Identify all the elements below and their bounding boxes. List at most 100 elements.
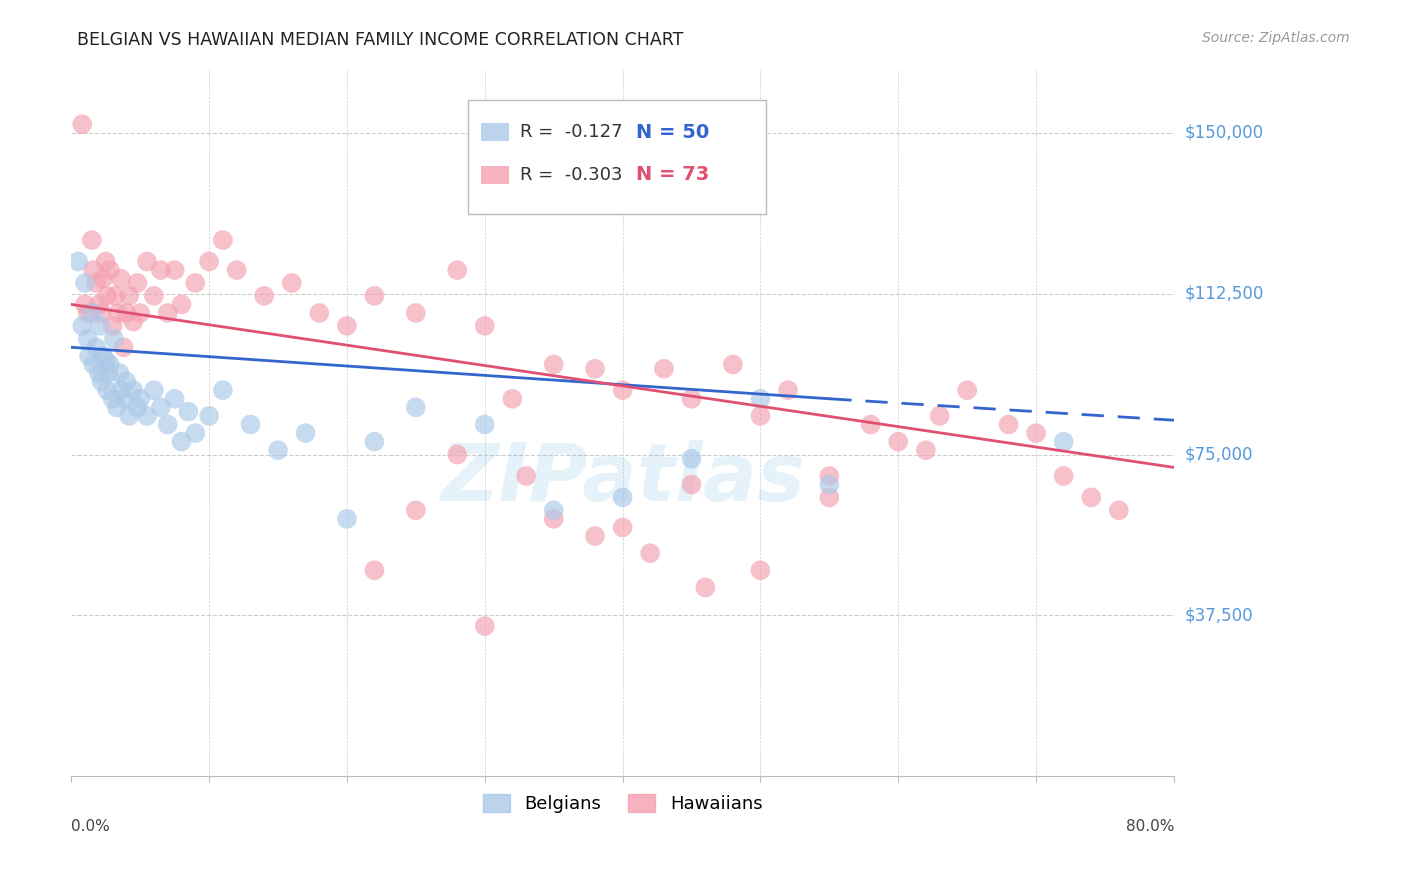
Point [72,117,94,131]
Point [818,477,841,491]
Point [122,383,145,397]
Text: $75,000: $75,000 [1185,445,1254,464]
Point [225,263,247,277]
Point [98,358,121,372]
Point [97,366,120,380]
Point [681,451,703,466]
Point [212,383,235,397]
Point [184,426,207,441]
Point [105,401,128,415]
Point [127,401,149,415]
Point [776,383,799,397]
Point [94,254,117,268]
Text: 0.0%: 0.0% [72,819,110,834]
Point [84,340,107,354]
Point [104,289,127,303]
Point [818,491,841,505]
Text: N = 73: N = 73 [636,165,709,184]
Point [184,276,207,290]
Point [612,520,634,534]
Point [997,417,1019,432]
Point [681,477,703,491]
Point [363,434,385,449]
Point [583,529,606,543]
Point [859,417,882,432]
Point [80,233,103,247]
Point [118,409,141,423]
Point [915,443,938,458]
Point [363,289,385,303]
Point [89,318,111,333]
Point [149,263,172,277]
Point [77,349,100,363]
Text: Source: ZipAtlas.com: Source: ZipAtlas.com [1202,31,1350,45]
Point [103,332,125,346]
Point [239,417,262,432]
Point [94,353,117,368]
Point [612,491,634,505]
Point [363,563,385,577]
Text: $112,500: $112,500 [1185,285,1264,302]
Point [91,349,114,363]
Point [267,443,290,458]
Point [1025,426,1047,441]
Point [142,289,165,303]
Point [90,306,112,320]
Point [749,392,772,406]
Point [136,254,159,268]
Point [583,361,606,376]
Point [101,318,124,333]
Point [91,271,114,285]
Point [101,392,124,406]
Point [90,375,112,389]
Point [170,297,193,311]
Point [82,263,104,277]
Point [149,401,172,415]
Point [110,271,132,285]
Point [118,289,141,303]
Point [87,297,110,311]
Point [281,276,304,290]
Point [198,409,221,423]
Point [721,358,744,372]
Point [82,358,104,372]
Text: $150,000: $150,000 [1185,124,1264,142]
Point [749,563,772,577]
Point [253,289,276,303]
Point [446,448,468,462]
Point [446,263,468,277]
Point [163,392,186,406]
Point [543,503,565,517]
Point [73,276,96,290]
Point [405,306,427,320]
Point [1053,434,1076,449]
Point [887,434,910,449]
Text: ZIPatlas: ZIPatlas [440,440,806,518]
Point [405,401,427,415]
Bar [481,123,509,141]
Point [336,318,359,333]
Point [695,581,717,595]
Point [156,417,179,432]
Text: BELGIAN VS HAWAIIAN MEDIAN FAMILY INCOME CORRELATION CHART: BELGIAN VS HAWAIIAN MEDIAN FAMILY INCOME… [77,31,683,49]
Point [170,434,193,449]
Point [67,254,90,268]
Point [129,392,152,406]
Point [1080,491,1102,505]
Point [80,306,103,320]
Point [474,417,496,432]
Text: R =  -0.127: R = -0.127 [520,123,640,141]
Point [1053,469,1076,483]
Legend: Belgians, Hawaiians: Belgians, Hawaiians [475,787,769,821]
Point [501,392,523,406]
Point [142,383,165,397]
Point [474,619,496,633]
Point [543,358,565,372]
Point [212,233,235,247]
Point [612,383,634,397]
Point [108,366,131,380]
Point [98,263,121,277]
Point [76,332,98,346]
Point [96,383,118,397]
Point [122,314,145,328]
